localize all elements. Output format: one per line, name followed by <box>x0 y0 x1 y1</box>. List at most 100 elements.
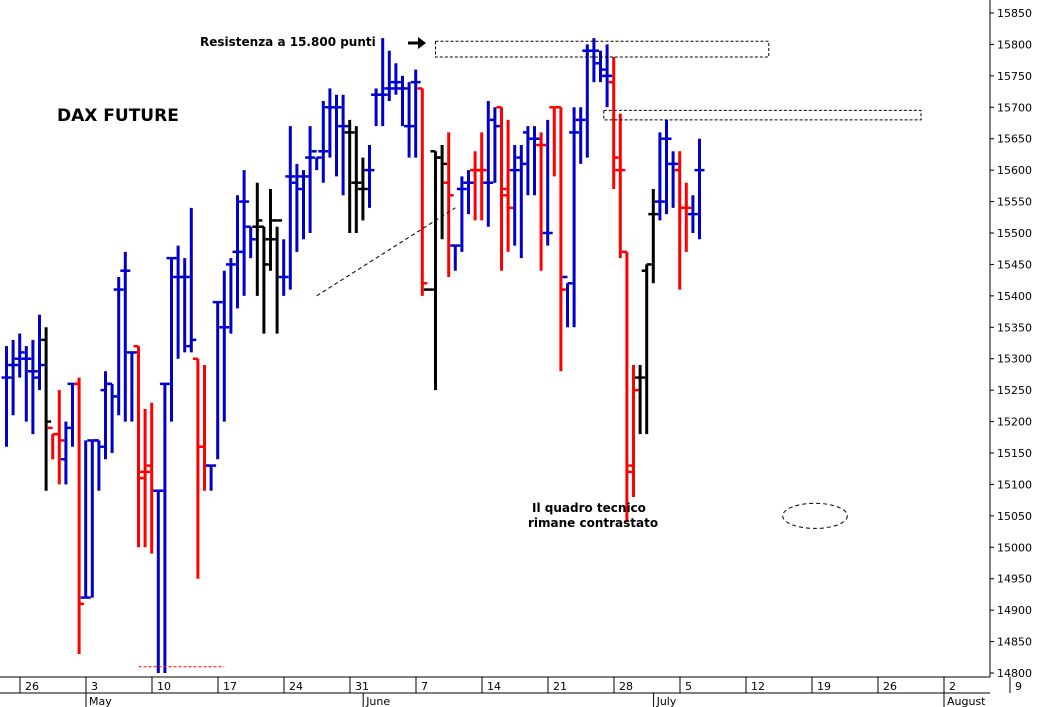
ohlc-bar <box>681 182 692 252</box>
resistance-annotation: Resistenza a 15.800 punti <box>200 35 376 49</box>
ohlc-bar <box>278 239 289 296</box>
ohlc-bar <box>522 126 533 196</box>
ohlc-bar <box>298 170 309 240</box>
ohlc-bar <box>338 94 349 196</box>
resistance-box <box>435 40 770 58</box>
ohlc-bar <box>450 244 461 271</box>
ohlc-bar <box>661 119 672 215</box>
y-tick-label: 15350 <box>997 321 1032 334</box>
ohlc-bar <box>357 157 368 221</box>
ohlc-bar <box>608 57 619 189</box>
x-tick-label: 10 <box>157 680 171 693</box>
ohlc-bar <box>516 145 527 259</box>
ohlc-bar <box>364 145 375 208</box>
chart-title: DAX FUTURE <box>57 106 179 126</box>
ohlc-bar <box>635 365 646 435</box>
x-tick-label: 9 <box>1015 680 1022 693</box>
ohlc-bars-group <box>1 38 705 673</box>
x-tick-label: 12 <box>751 680 765 693</box>
ohlc-bar <box>212 300 223 460</box>
x-tick-label: 21 <box>553 680 567 693</box>
ohlc-bar <box>8 339 19 416</box>
ohlc-bar <box>159 382 170 673</box>
ohlc-bar <box>648 189 659 284</box>
ohlc-bar <box>34 314 45 391</box>
y-tick-label: 15300 <box>997 353 1032 366</box>
ohlc-bar <box>628 365 639 497</box>
ohlc-bar <box>602 44 613 108</box>
x-tick-label: 28 <box>619 680 633 693</box>
ohlc-bar <box>476 132 487 221</box>
ohlc-bar <box>390 63 401 95</box>
y-axis: 14800 14850 14900 14950 15000 15050 15100 15150… <box>989 0 1032 680</box>
ohlc-bar <box>120 251 131 422</box>
trend-line <box>316 207 456 297</box>
ohlc-bar <box>67 382 78 447</box>
x-tick-label: 7 <box>421 680 428 693</box>
y-tick-label: 15850 <box>997 7 1032 20</box>
y-tick-label: 14950 <box>997 573 1032 586</box>
ohlc-bar <box>80 440 91 599</box>
ohlc-bar <box>615 113 626 259</box>
ohlc-bar <box>430 150 441 391</box>
ohlc-bar <box>674 151 685 290</box>
ohlc-bar <box>456 176 467 252</box>
ohlc-bar <box>549 106 560 177</box>
low-ellipse <box>782 502 848 529</box>
y-tick-label: 15700 <box>997 101 1032 114</box>
ohlc-bar <box>318 101 329 183</box>
y-tick-label: 15450 <box>997 258 1032 271</box>
ohlc-bar <box>542 119 553 246</box>
ohlc-bar <box>397 75 408 127</box>
ohlc-bar <box>687 195 698 233</box>
ohlc-bar <box>575 107 586 164</box>
ohlc-bar <box>232 195 243 309</box>
ohlc-bar <box>74 377 85 655</box>
overlay-group <box>138 40 922 668</box>
ohlc-bar <box>245 225 256 259</box>
ohlc-bar <box>324 88 335 158</box>
ohlc-bar <box>87 439 98 598</box>
ohlc-bar <box>344 119 355 233</box>
ohlc-bar <box>219 270 230 422</box>
x-month-label: June <box>365 695 390 707</box>
ohlc-bar <box>463 170 474 215</box>
arrow-right-icon <box>408 37 426 49</box>
ohlc-bar <box>529 126 540 196</box>
y-tick-label: 15050 <box>997 510 1032 523</box>
x-tick-label: 2 <box>949 680 956 693</box>
ohlc-bar <box>410 69 421 158</box>
ohlc-bar <box>291 163 302 252</box>
ohlc-bar <box>14 333 25 378</box>
ohlc-bar <box>265 189 276 271</box>
ohlc-bar <box>555 106 566 372</box>
ohlc-bar <box>252 182 263 296</box>
ohlc-bar <box>384 50 395 101</box>
ohlc-bar <box>417 87 428 296</box>
x-month-label: August <box>947 695 986 707</box>
ohlc-bar <box>503 119 514 252</box>
ohlc-bar <box>443 132 454 277</box>
y-tick-label: 14800 <box>997 667 1032 680</box>
ohlc-bar <box>483 101 494 227</box>
ohlc-bar <box>285 126 296 290</box>
ohlc-bar <box>133 344 144 548</box>
ohlc-bar <box>107 382 118 453</box>
x-tick-label: 3 <box>91 680 98 693</box>
ohlc-bar <box>166 256 177 422</box>
x-month-label: May <box>89 695 112 707</box>
y-tick-label: 15400 <box>997 290 1032 303</box>
ohlc-bar <box>1 346 12 447</box>
ohlc-bar <box>47 426 58 460</box>
ohlc-bar <box>595 50 606 83</box>
y-tick-label: 15750 <box>997 70 1032 83</box>
ohlc-bar <box>60 421 71 485</box>
x-tick-label: 17 <box>223 680 237 693</box>
ohlc-bar <box>93 439 104 491</box>
y-tick-label: 15100 <box>997 478 1032 491</box>
ohlc-bar <box>192 357 203 579</box>
ohlc-bar <box>509 145 520 246</box>
ohlc-bar <box>140 409 151 548</box>
ohlc-bar <box>588 38 599 83</box>
